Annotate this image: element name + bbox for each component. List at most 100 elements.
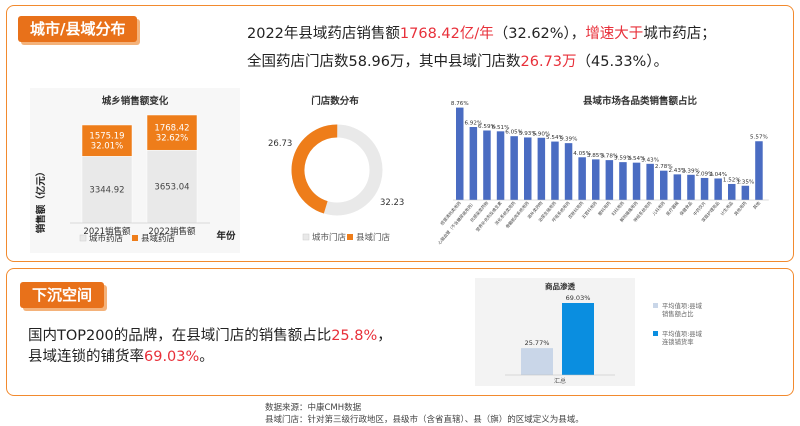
data-label: 2.78% <box>655 164 673 170</box>
category-label: 眼科用药 <box>596 200 612 217</box>
category-bar <box>728 183 736 200</box>
section-tag-distribution: 城市/县域分布 <box>18 16 138 42</box>
data-label: 3.59% <box>614 156 632 162</box>
section-tag-sinking: 下沉空间 <box>20 282 105 308</box>
category-bar <box>483 130 491 200</box>
data-label: 1575.19 32.01% <box>89 132 124 152</box>
headline-segment: 县域连锁的铺货率 <box>28 349 144 365</box>
body-top200: 国内TOP200的品牌，在县域门店的销售额占比25.8%， <box>28 324 392 345</box>
chart-title: 城乡销售额变化 <box>102 95 169 107</box>
headline-segment: 全国药店门店数58.96万，其中县域门店数 <box>247 54 521 70</box>
category-label: 其他 <box>751 199 762 211</box>
category-label: 保健食品 <box>678 200 694 217</box>
legend-label: 平均值项:县域连锁铺货率 <box>662 329 703 346</box>
legend-label: 城市药店 <box>89 233 124 244</box>
data-label: 6.92% <box>464 121 482 127</box>
category-bar <box>456 107 464 200</box>
legend-swatch <box>653 331 658 336</box>
category-bar <box>496 131 505 200</box>
category-label: 医疗器械 <box>664 199 681 217</box>
slice-value-county: 26.73 <box>268 139 292 149</box>
category-bar <box>673 174 682 200</box>
category-bar <box>592 159 600 200</box>
headline-segment: 2022年县域药店销售额 <box>247 26 400 42</box>
headline-segment: 。 <box>199 349 214 365</box>
bar-county <box>146 114 198 151</box>
category-share-chart: 县域市场各品类销售额占比8.76%感冒清热类用药6.92%心脑血管（不含糖尿病用… <box>436 95 769 246</box>
sinking-space-panel <box>6 268 794 396</box>
data-label: 1.35% <box>736 179 754 185</box>
category-bar <box>605 160 614 200</box>
legend-swatch <box>347 234 353 240</box>
penetration-chart: 商品渗透 25.77% 69.03% 汇总 平均值项:县域销售额占比平均值项:县域连锁铺… <box>475 278 703 386</box>
data-label: 8.76% <box>451 101 469 107</box>
category-bar <box>741 185 750 200</box>
data-label: 2.39% <box>682 168 700 174</box>
category-label: 其他用药 <box>732 200 748 217</box>
x-tick-label: 汇总 <box>554 377 566 385</box>
data-label: 6.59% <box>478 124 496 130</box>
x-axis-label: 年份 <box>216 230 236 242</box>
category-bar <box>564 143 573 200</box>
data-label: 5.57% <box>750 135 768 141</box>
legend-label: 平均值项:县域销售额占比 <box>662 301 703 318</box>
data-label: 4.05% <box>573 151 591 157</box>
headline-segment: 增速大于 <box>585 26 644 42</box>
category-bar <box>524 137 532 200</box>
category-bar <box>660 170 668 200</box>
chart-title: 商品渗透 <box>545 281 575 291</box>
legend-swatch <box>653 303 658 308</box>
headline-segment: 69.03% <box>144 349 200 365</box>
data-label: 69.03% <box>566 294 591 302</box>
data-label: 5.93% <box>519 131 537 137</box>
footer-source: 数据来源：中康CMH数据 <box>265 403 362 413</box>
headline-segment: （45.33%）。 <box>576 54 669 70</box>
legend-label: 县域门店 <box>356 232 391 243</box>
store-count-chart: 门店数分布 26.73 32.23 城市门店 县域门店 <box>268 95 404 243</box>
legend-swatch <box>79 234 87 242</box>
category-bar <box>510 136 518 200</box>
chart-background <box>30 88 240 253</box>
data-label: 6.05% <box>505 130 523 136</box>
category-bar <box>700 177 709 200</box>
category-bar <box>578 157 586 200</box>
category-bar <box>755 141 763 200</box>
penetration-bar <box>562 303 594 375</box>
data-label: 25.77% <box>525 339 550 347</box>
chart-title: 门店数分布 <box>311 95 359 107</box>
headline-segment: 25.8% <box>331 328 378 344</box>
category-bar <box>687 174 695 200</box>
headline-segment: 国内TOP200的品牌，在县域门店的销售额占比 <box>28 328 332 344</box>
legend-swatch <box>132 235 138 241</box>
slice-county <box>291 124 383 216</box>
legend-swatch <box>302 233 310 241</box>
data-label: 3.43% <box>641 157 659 163</box>
slice-value-city: 32.23 <box>380 198 404 208</box>
legend-label: 城市门店 <box>312 232 347 243</box>
headline-stores: 全国药店门店数58.96万，其中县域门店数26.73万（45.33%）。 <box>247 50 668 71</box>
x-tick-label: 2021销售额 <box>83 226 131 237</box>
data-label: 2.43% <box>668 168 686 174</box>
category-bar <box>714 178 722 200</box>
headline-segment: （32.62%）， <box>493 26 586 42</box>
penetration-bar <box>521 348 553 375</box>
category-bar <box>646 163 654 200</box>
data-label: 1768.42 32.62% <box>154 124 189 144</box>
data-label: 3.54% <box>628 156 646 162</box>
data-label: 3.78% <box>600 154 618 160</box>
chart-title: 县域市场各品类销售额占比 <box>583 95 698 107</box>
category-label: 儿科用药 <box>651 200 667 217</box>
headline-segment: ， <box>377 328 392 344</box>
y-axis-label: 销售额（亿元） <box>35 167 47 234</box>
data-label: 2.04% <box>709 172 727 178</box>
legend-label: 县域药店 <box>141 233 176 244</box>
body-coverage: 县域连锁的铺货率69.03%。 <box>28 345 214 366</box>
headline-segment: 城市药店； <box>643 26 716 42</box>
x-tick-label: 2022销售额 <box>148 226 196 237</box>
category-bar <box>619 162 627 200</box>
data-label: 6.51% <box>492 125 510 131</box>
bar-county <box>81 124 133 157</box>
data-label: 3344.92 <box>89 186 124 196</box>
headline-sales: 2022年县域药店销售额1768.42亿/年（32.62%），增速大于城市药店； <box>247 22 716 43</box>
